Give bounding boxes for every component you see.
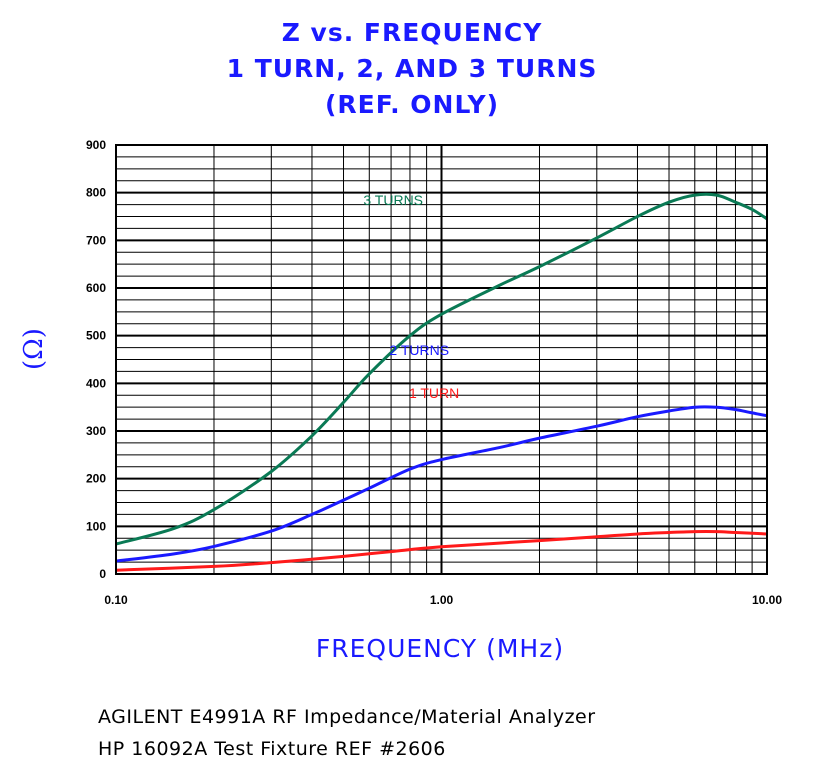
y-tick-label: 0	[99, 567, 106, 581]
impedance-chart: 3 TURNS 2 TURNS 1 TURN 0 100 200 300 400 500 600…	[86, 138, 782, 607]
x-tick-label: 10.00	[752, 593, 782, 607]
series-line-3-turns	[115, 192, 768, 546]
y-tick-label: 600	[86, 281, 106, 295]
series-line-2-turns	[115, 405, 768, 563]
series-labels: 3 TURNS 2 TURNS 1 TURN	[363, 192, 459, 401]
y-tick-label: 300	[86, 424, 106, 438]
x-tick-label: 0.10	[104, 593, 128, 607]
footer-instrument: AGILENT E4991A RF Impedance/Material Ana…	[98, 706, 596, 728]
chart-title-line-3: (REF. ONLY)	[324, 90, 500, 119]
y-tick-label: 900	[86, 138, 106, 152]
y-tick-label: 800	[86, 186, 106, 200]
plot-frame	[115, 144, 768, 575]
x-axis-label: FREQUENCY (MHz)	[315, 634, 565, 663]
y-tick-label: 500	[86, 329, 106, 343]
x-tick-label: 1.00	[430, 593, 454, 607]
chart-title-line-1: Z vs. FREQUENCY	[281, 18, 543, 47]
series-label-3-turns: 3 TURNS	[363, 192, 423, 208]
y-tick-label: 700	[86, 233, 106, 247]
chart-title-line-2: 1 TURN, 2, AND 3 TURNS	[226, 54, 598, 83]
series-label-1-turn: 1 TURN	[409, 385, 459, 401]
footer-fixture: HP 16092A Test Fixture REF #2606	[98, 738, 446, 760]
y-tick-label: 100	[86, 519, 106, 533]
y-tick-label: 400	[86, 376, 106, 390]
series-group	[115, 192, 768, 572]
series-line-1-turn	[115, 529, 768, 572]
series-label-2-turns: 2 TURNS	[389, 342, 449, 358]
tick-labels: 0 100 200 300 400 500 600 700 800 900 0.10 1.00 10.0…	[86, 138, 782, 607]
y-tick-label: 200	[86, 472, 106, 486]
